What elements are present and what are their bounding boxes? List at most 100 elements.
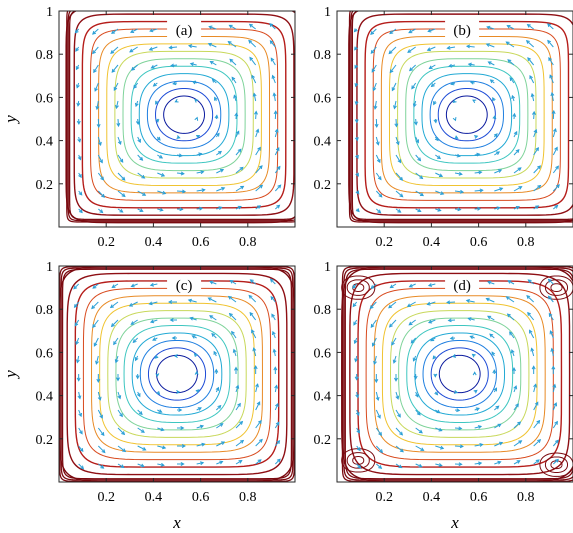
velocity-arrowhead (449, 336, 454, 341)
streamline-contour (139, 339, 215, 409)
velocity-arrowhead (355, 208, 360, 213)
wall-contour (59, 266, 295, 482)
velocity-arrowhead (195, 389, 200, 394)
panel-label: (c) (176, 278, 193, 294)
y-tick-label: 0.4 (36, 390, 54, 405)
velocity-arrowhead (433, 373, 438, 378)
x-tick-label: 0.4 (423, 235, 441, 250)
streamline-contour (445, 95, 488, 134)
velocity-arrow (527, 312, 535, 321)
velocity-arrowhead (412, 357, 417, 362)
velocity-arrow (494, 169, 502, 174)
velocity-arrow (117, 445, 126, 452)
velocity-arrowhead (489, 333, 494, 338)
velocity-arrowhead (551, 109, 556, 115)
velocity-arrow (454, 190, 464, 193)
velocity-arrow (208, 43, 217, 48)
velocity-arrowhead (499, 441, 504, 446)
velocity-arrow (395, 391, 399, 399)
velocity-arrowhead (180, 462, 185, 466)
velocity-arrow (149, 28, 158, 32)
velocity-arrowhead (96, 378, 101, 383)
velocity-arrowhead (168, 45, 173, 50)
velocity-arrowhead (433, 119, 438, 124)
velocity-arrow (117, 154, 124, 163)
velocity-arrowhead (214, 368, 219, 373)
velocity-arrow (196, 171, 204, 174)
velocity-arrow (137, 172, 145, 179)
velocity-arrowhead (356, 447, 361, 452)
velocity-arrow (176, 190, 186, 193)
velocity-arrowhead (430, 337, 435, 342)
corner-vortex-contour (550, 460, 563, 470)
velocity-arrow (389, 28, 397, 34)
velocity-arrow (97, 427, 105, 436)
velocity-arrowhead (526, 24, 531, 28)
velocity-arrowhead (535, 147, 539, 152)
velocity-arrow (527, 57, 535, 66)
velocity-arrowhead (355, 411, 360, 417)
velocity-arrowhead (253, 365, 258, 370)
velocity-arrow (487, 315, 495, 321)
velocity-arrow (507, 313, 515, 321)
velocity-arrowhead (217, 150, 223, 155)
velocity-arrow (216, 169, 224, 174)
velocity-arrowhead (201, 188, 206, 193)
velocity-arrowhead (110, 50, 115, 54)
velocity-arrowhead (497, 460, 502, 465)
streamline-contour (147, 347, 207, 401)
velocity-arrow (486, 298, 495, 303)
velocity-arrow (375, 445, 383, 453)
velocity-arrow (415, 172, 423, 179)
velocity-arrowhead (99, 414, 103, 419)
velocity-arrowhead (194, 98, 199, 103)
velocity-arrowhead (160, 173, 166, 177)
velocity-arrowhead (408, 29, 413, 34)
corner-vortex-contour (539, 275, 573, 300)
velocity-arrowhead (452, 99, 457, 103)
velocity-arrowhead (509, 76, 514, 82)
velocity-arrow (73, 283, 80, 290)
velocity-arrow (270, 278, 276, 285)
velocity-arrowhead (239, 166, 244, 171)
corner-vortex-contour (352, 456, 365, 465)
velocity-arrow (533, 147, 539, 156)
velocity-arrowhead (128, 303, 133, 307)
velocity-arrow (137, 154, 143, 161)
velocity-arrowhead (98, 141, 102, 147)
velocity-arrowhead (176, 135, 181, 139)
velocity-arrowhead (493, 133, 498, 138)
velocity-arrowhead (354, 64, 359, 69)
panel-label: (a) (176, 23, 193, 39)
velocity-arrowhead (130, 29, 135, 33)
velocity-arrow (111, 64, 119, 73)
streamline-contour (437, 88, 496, 142)
velocity-arrowhead (191, 80, 197, 85)
velocity-arrow (97, 409, 103, 419)
velocity-arrow (228, 41, 237, 48)
y-tick-label: 0.4 (314, 390, 332, 405)
velocity-arrowhead (554, 439, 559, 444)
y-tick-label: 0.2 (36, 178, 54, 193)
velocity-arrowhead (209, 60, 214, 65)
velocity-arrowhead (234, 112, 239, 117)
velocity-arrowhead (75, 359, 80, 364)
velocity-arrow (533, 129, 537, 138)
velocity-arrow (427, 46, 436, 51)
velocity-arrowhead (395, 141, 400, 146)
velocity-arrowhead (440, 191, 445, 195)
velocity-arrowhead (529, 74, 533, 80)
velocity-arrow (533, 384, 537, 393)
velocity-arrow (552, 147, 558, 156)
velocity-arrowhead (200, 170, 205, 175)
velocity-arrowhead (395, 395, 400, 400)
velocity-arrowhead (155, 100, 159, 105)
velocity-arrowhead (536, 419, 541, 424)
velocity-arrow (375, 136, 379, 145)
velocity-arrow (552, 439, 559, 447)
velocity-arrowhead (269, 40, 274, 45)
panel-0: 0.2 0.4 0.6 0.8 0.2 0.4 0.6 0.8 1 y (a) (1, 5, 296, 250)
velocity-arrow (552, 184, 560, 192)
velocity-arrow (96, 100, 99, 110)
velocity-arrowhead (114, 359, 119, 364)
